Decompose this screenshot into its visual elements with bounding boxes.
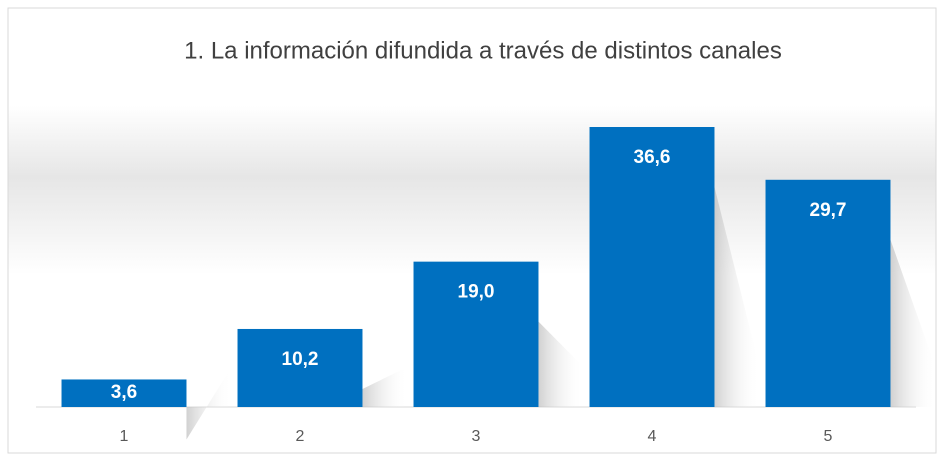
bar-shadow — [538, 321, 584, 407]
bar — [589, 127, 715, 407]
data-label: 19,0 — [458, 282, 495, 303]
bar-shadow — [714, 187, 760, 407]
bar — [765, 179, 891, 407]
bar — [237, 328, 363, 407]
bar — [61, 379, 187, 407]
x-tick-label: 4 — [648, 428, 657, 445]
chart-title: 1. La información difundida a través de … — [184, 37, 782, 64]
x-tick-label: 5 — [824, 428, 833, 445]
data-label: 36,6 — [634, 147, 671, 168]
data-label: 3,6 — [111, 382, 137, 403]
x-tick-label: 2 — [296, 428, 305, 445]
x-tick-label: 1 — [120, 428, 129, 445]
data-label: 10,2 — [282, 349, 319, 370]
bar-shadow — [890, 239, 936, 407]
bar-shadow — [362, 367, 408, 407]
data-label: 29,7 — [810, 200, 847, 221]
x-tick-label: 3 — [472, 428, 481, 445]
bar-shadow — [186, 367, 232, 440]
bar — [413, 261, 539, 407]
